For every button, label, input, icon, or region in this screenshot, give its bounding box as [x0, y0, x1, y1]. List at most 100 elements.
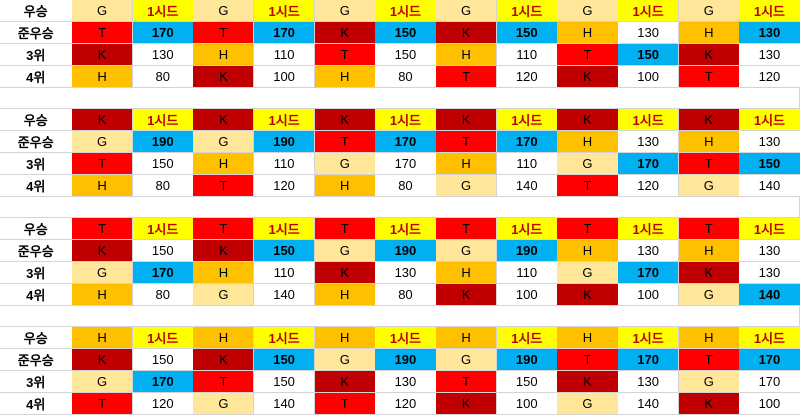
team-cell[interactable]: K — [193, 240, 255, 262]
team-cell[interactable]: K — [436, 284, 498, 306]
points-cell[interactable]: 170 — [618, 153, 680, 175]
points-cell[interactable]: 80 — [375, 66, 437, 88]
team-cell[interactable]: T — [678, 218, 740, 240]
points-cell[interactable]: 150 — [739, 153, 800, 175]
team-cell[interactable]: T — [193, 371, 255, 393]
team-cell[interactable]: K — [72, 44, 134, 66]
row-label[interactable]: 우승 — [0, 327, 73, 349]
points-cell[interactable]: 100 — [254, 66, 316, 88]
points-cell[interactable]: 140 — [739, 175, 800, 197]
points-cell[interactable]: 170 — [375, 131, 437, 153]
team-cell[interactable]: T — [436, 131, 498, 153]
team-cell[interactable]: G — [557, 262, 619, 284]
points-cell[interactable]: 170 — [132, 262, 194, 284]
points-cell[interactable]: 190 — [375, 240, 437, 262]
team-cell[interactable]: T — [557, 349, 619, 371]
points-cell[interactable]: 130 — [618, 131, 680, 153]
spacer-row[interactable] — [0, 88, 800, 109]
row-label[interactable]: 준우승 — [0, 349, 73, 371]
points-cell[interactable]: 170 — [375, 153, 437, 175]
row-label[interactable]: 우승 — [0, 109, 73, 131]
team-cell[interactable]: T — [557, 218, 619, 240]
seed-cell[interactable]: 1시드 — [496, 0, 558, 22]
team-cell[interactable]: G — [193, 131, 255, 153]
row-label[interactable]: 4위 — [0, 66, 73, 88]
team-cell[interactable]: T — [72, 393, 134, 415]
team-cell[interactable]: G — [72, 371, 134, 393]
team-cell[interactable]: T — [193, 218, 255, 240]
seed-cell[interactable]: 1시드 — [618, 0, 680, 22]
row-label[interactable]: 4위 — [0, 393, 73, 415]
team-cell[interactable]: K — [193, 349, 255, 371]
points-cell[interactable]: 150 — [254, 349, 316, 371]
team-cell[interactable]: H — [314, 66, 376, 88]
team-cell[interactable]: T — [678, 153, 740, 175]
points-cell[interactable]: 80 — [132, 66, 194, 88]
points-cell[interactable]: 130 — [739, 240, 800, 262]
points-cell[interactable]: 110 — [254, 153, 316, 175]
team-cell[interactable]: K — [72, 349, 134, 371]
points-cell[interactable]: 130 — [739, 22, 800, 44]
team-cell[interactable]: T — [72, 22, 134, 44]
points-cell[interactable]: 120 — [618, 175, 680, 197]
points-cell[interactable]: 130 — [618, 371, 680, 393]
row-label[interactable]: 우승 — [0, 0, 73, 22]
team-cell[interactable]: H — [678, 327, 740, 349]
points-cell[interactable]: 120 — [496, 66, 558, 88]
points-cell[interactable]: 110 — [254, 44, 316, 66]
team-cell[interactable]: G — [314, 0, 376, 22]
team-cell[interactable]: K — [193, 66, 255, 88]
points-cell[interactable]: 190 — [132, 131, 194, 153]
team-cell[interactable]: T — [678, 66, 740, 88]
points-cell[interactable]: 170 — [739, 371, 800, 393]
seed-cell[interactable]: 1시드 — [375, 327, 437, 349]
seed-cell[interactable]: 1시드 — [618, 327, 680, 349]
team-cell[interactable]: G — [436, 175, 498, 197]
points-cell[interactable]: 150 — [132, 240, 194, 262]
row-label[interactable]: 4위 — [0, 175, 73, 197]
team-cell[interactable]: G — [678, 0, 740, 22]
row-label[interactable]: 3위 — [0, 262, 73, 284]
points-cell[interactable]: 120 — [375, 393, 437, 415]
team-cell[interactable]: G — [72, 262, 134, 284]
spacer-row[interactable] — [0, 197, 800, 218]
team-cell[interactable]: T — [678, 349, 740, 371]
seed-cell[interactable]: 1시드 — [254, 327, 316, 349]
team-cell[interactable]: G — [678, 284, 740, 306]
seed-cell[interactable]: 1시드 — [132, 327, 194, 349]
points-cell[interactable]: 150 — [132, 349, 194, 371]
seed-cell[interactable]: 1시드 — [496, 109, 558, 131]
team-cell[interactable]: G — [193, 284, 255, 306]
seed-cell[interactable]: 1시드 — [254, 0, 316, 22]
team-cell[interactable]: H — [436, 44, 498, 66]
team-cell[interactable]: H — [436, 327, 498, 349]
points-cell[interactable]: 140 — [739, 284, 800, 306]
team-cell[interactable]: H — [72, 327, 134, 349]
team-cell[interactable]: K — [557, 371, 619, 393]
points-cell[interactable]: 140 — [254, 284, 316, 306]
team-cell[interactable]: T — [314, 44, 376, 66]
team-cell[interactable]: K — [72, 109, 134, 131]
team-cell[interactable]: K — [557, 66, 619, 88]
team-cell[interactable]: H — [678, 131, 740, 153]
points-cell[interactable]: 150 — [496, 371, 558, 393]
points-cell[interactable]: 140 — [496, 175, 558, 197]
team-cell[interactable]: H — [314, 284, 376, 306]
team-cell[interactable]: T — [72, 218, 134, 240]
points-cell[interactable]: 170 — [618, 349, 680, 371]
points-cell[interactable]: 170 — [254, 22, 316, 44]
points-cell[interactable]: 130 — [132, 44, 194, 66]
seed-cell[interactable]: 1시드 — [132, 109, 194, 131]
seed-cell[interactable]: 1시드 — [739, 327, 800, 349]
points-cell[interactable]: 100 — [496, 393, 558, 415]
team-cell[interactable]: G — [436, 240, 498, 262]
team-cell[interactable]: T — [314, 218, 376, 240]
seed-cell[interactable]: 1시드 — [254, 218, 316, 240]
team-cell[interactable]: H — [72, 175, 134, 197]
team-cell[interactable]: K — [678, 44, 740, 66]
team-cell[interactable]: H — [314, 327, 376, 349]
points-cell[interactable]: 130 — [739, 131, 800, 153]
spacer-row[interactable] — [0, 306, 800, 327]
team-cell[interactable]: T — [314, 131, 376, 153]
points-cell[interactable]: 150 — [496, 22, 558, 44]
